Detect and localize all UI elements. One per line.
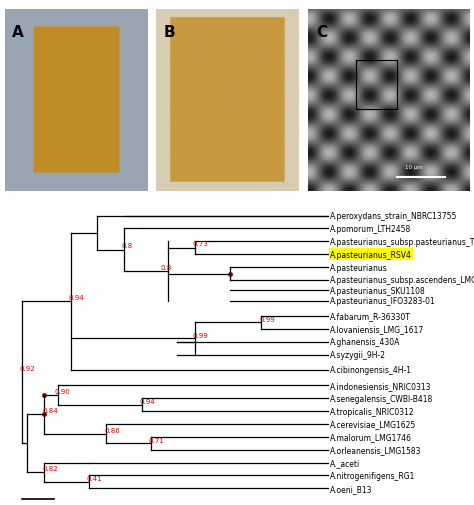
- Text: A.pasteurianus_SKU1108: A.pasteurianus_SKU1108: [330, 286, 426, 295]
- Text: A.malorum_LMG1746: A.malorum_LMG1746: [330, 432, 412, 441]
- Text: A.pasteurianus: A.pasteurianus: [330, 263, 388, 272]
- Text: A.oeni_B13: A.oeni_B13: [330, 484, 373, 493]
- Text: 0.71: 0.71: [148, 437, 164, 443]
- Text: 0.41: 0.41: [86, 475, 102, 481]
- Text: 0.86: 0.86: [104, 427, 120, 433]
- Text: 0.92: 0.92: [20, 365, 36, 371]
- Text: 0.99: 0.99: [193, 332, 209, 338]
- Text: 0.73: 0.73: [193, 241, 209, 247]
- Text: 10 μm: 10 μm: [405, 164, 422, 169]
- Text: A.tropicalis_NRIC0312: A.tropicalis_NRIC0312: [330, 407, 415, 416]
- Text: 0.94: 0.94: [69, 294, 84, 300]
- Text: 0.8: 0.8: [122, 243, 133, 249]
- Text: C: C: [316, 25, 327, 39]
- Text: 0.84: 0.84: [42, 407, 58, 413]
- Text: A.pasteurianus_subsp.pasteurianus_TCCC11042: A.pasteurianus_subsp.pasteurianus_TCCC11…: [330, 237, 474, 246]
- Text: 0.99: 0.99: [259, 316, 275, 322]
- Text: 0.90: 0.90: [55, 389, 70, 394]
- Text: A.fabarum_R-36330T: A.fabarum_R-36330T: [330, 312, 411, 321]
- Text: A.peroxydans_strain_NBRC13755: A.peroxydans_strain_NBRC13755: [330, 212, 457, 221]
- Text: B: B: [164, 25, 175, 39]
- Text: A.ghanensis_430A: A.ghanensis_430A: [330, 337, 401, 346]
- Text: A.nitrogenifigens_RG1: A.nitrogenifigens_RG1: [330, 471, 415, 480]
- Text: A.cibinongensis_4H-1: A.cibinongensis_4H-1: [330, 366, 412, 375]
- Text: 0.82: 0.82: [42, 465, 58, 471]
- Text: A.cerevisiae_LMG1625: A.cerevisiae_LMG1625: [330, 420, 416, 429]
- Text: A.pasteurianus_IFO3283-01: A.pasteurianus_IFO3283-01: [330, 296, 436, 306]
- Text: 0.8: 0.8: [160, 265, 172, 271]
- Text: A.lovaniensis_LMG_1617: A.lovaniensis_LMG_1617: [330, 325, 424, 334]
- Text: A: A: [12, 25, 24, 39]
- Text: A.indonesiensis_NRIC0313: A.indonesiensis_NRIC0313: [330, 381, 431, 390]
- Text: A.orleanensis_LMG1583: A.orleanensis_LMG1583: [330, 445, 421, 455]
- Text: A.senegalensis_CWBI-B418: A.senegalensis_CWBI-B418: [330, 394, 433, 403]
- Text: 0.94: 0.94: [139, 398, 155, 404]
- Text: A._aceti: A._aceti: [330, 458, 360, 467]
- Text: A.pomorum_LTH2458: A.pomorum_LTH2458: [330, 225, 411, 233]
- Text: A.pasteurianus_RSV4: A.pasteurianus_RSV4: [330, 250, 412, 259]
- Text: A.syzygii_9H-2: A.syzygii_9H-2: [330, 350, 386, 360]
- Text: A.pasteurianus_subsp.ascendens_LMG_1590: A.pasteurianus_subsp.ascendens_LMG_1590: [330, 276, 474, 285]
